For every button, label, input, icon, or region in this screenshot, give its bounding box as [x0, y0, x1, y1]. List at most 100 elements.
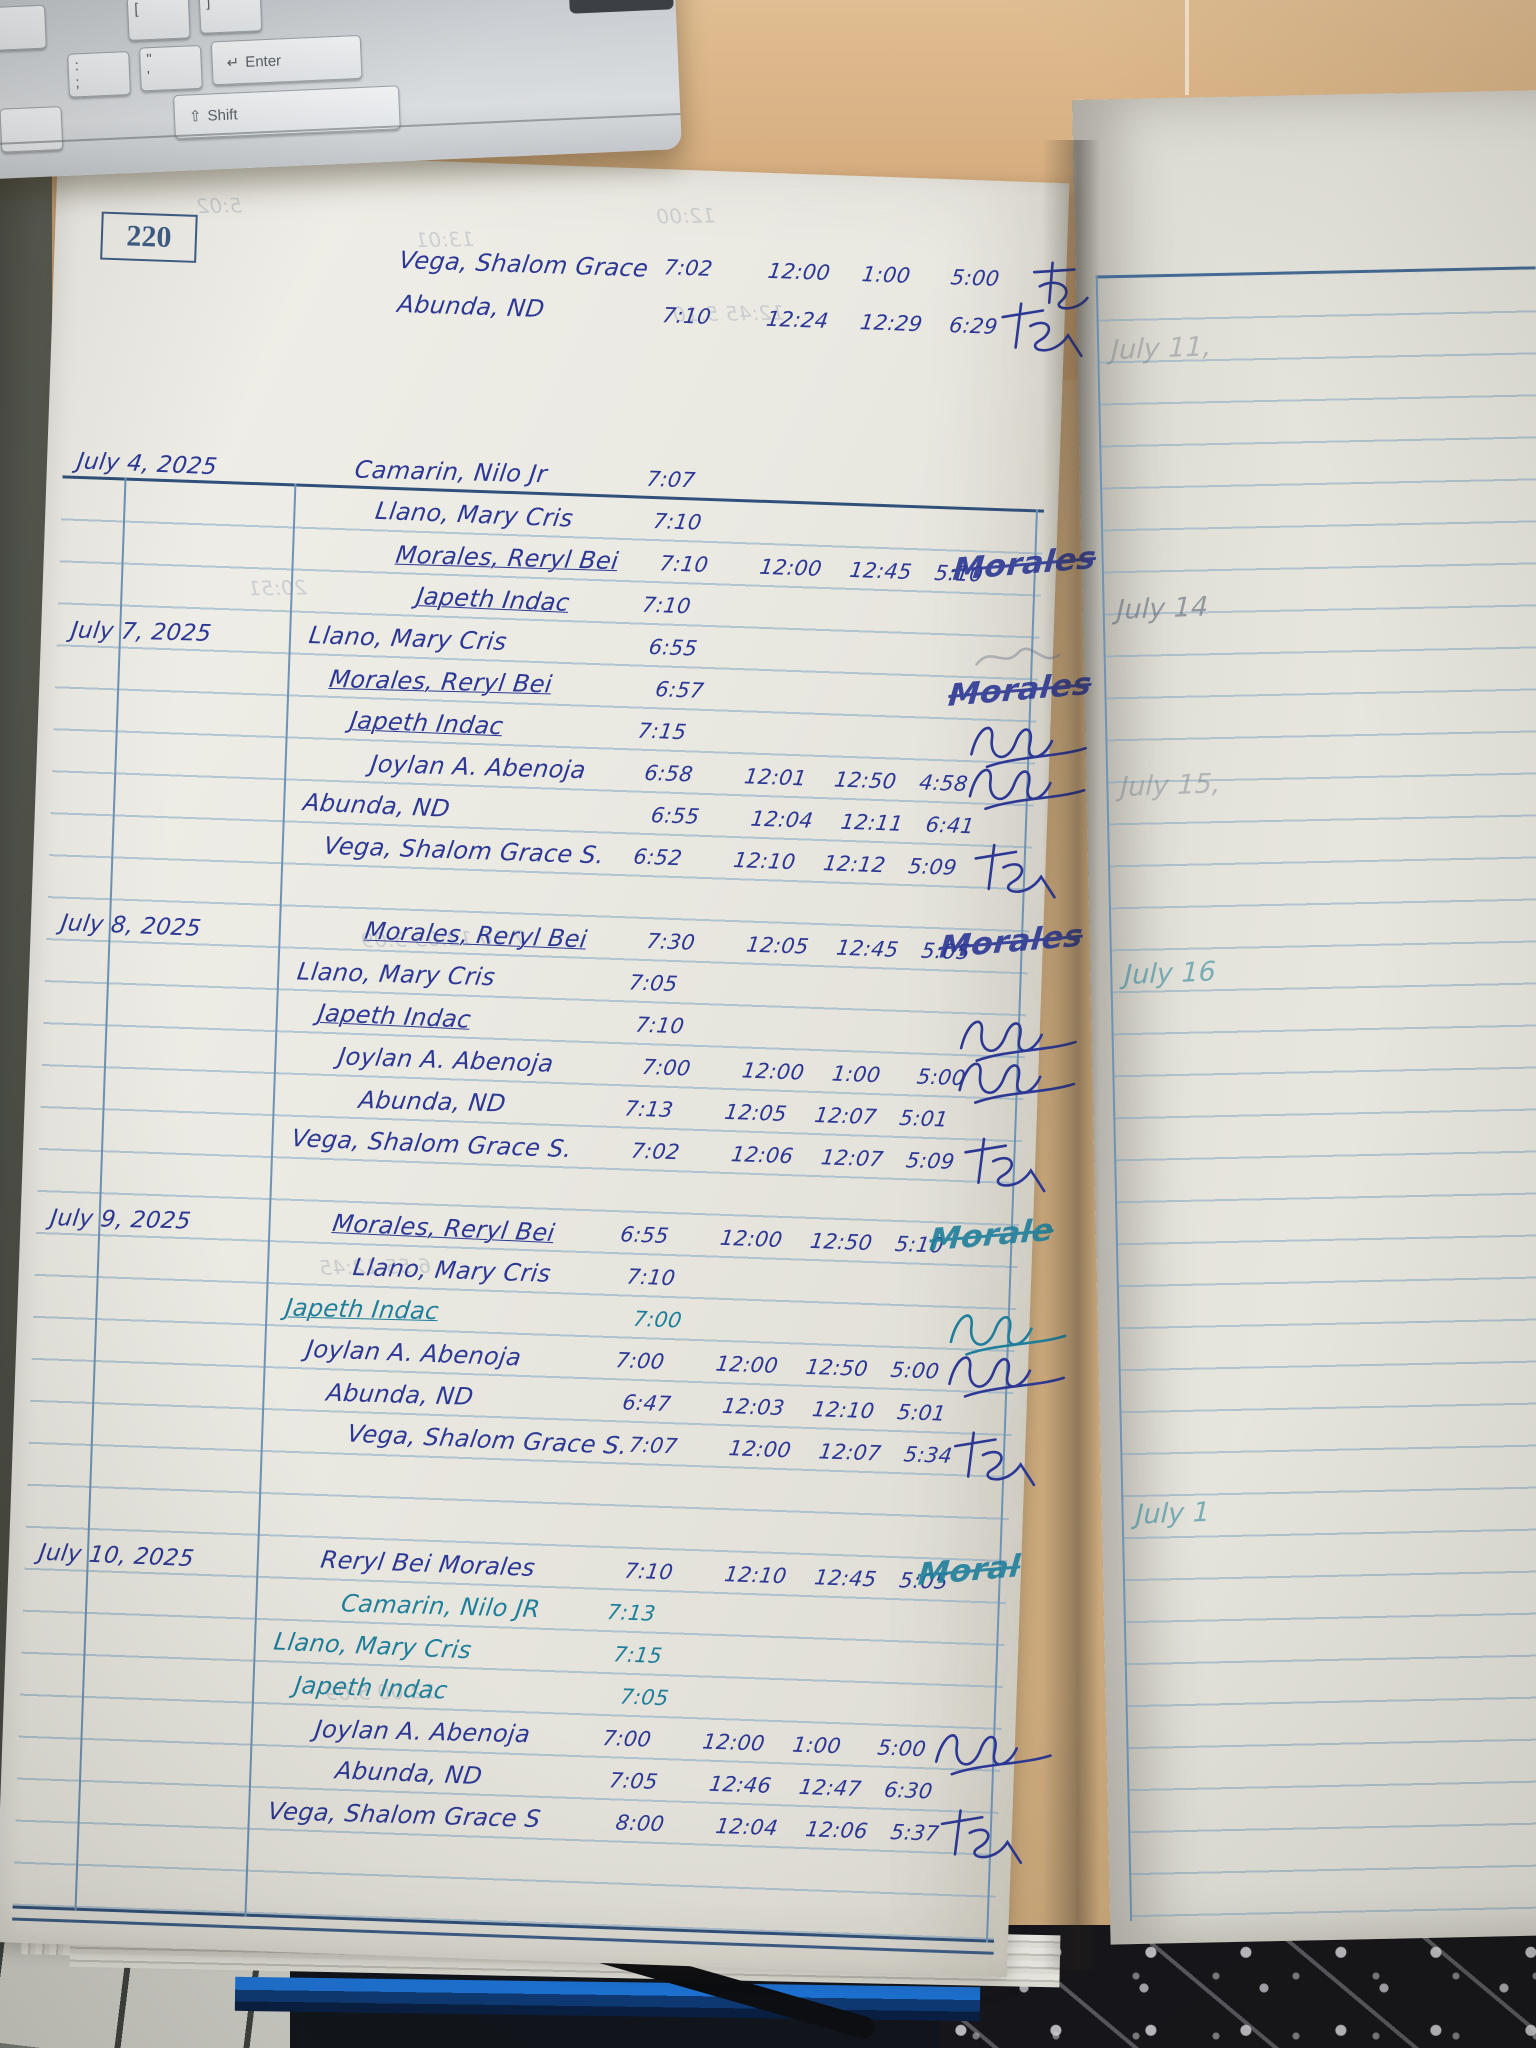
time-in: 7:10	[651, 509, 704, 535]
asterisk-key: *	[0, 4, 47, 52]
signature-scribble	[964, 1137, 1046, 1193]
right-bracket-key: ]	[198, 0, 263, 34]
time-in: 6:57	[653, 677, 706, 703]
ink-transfer-ghost-text: 12:00	[655, 203, 716, 229]
laptop-hinge-slot	[567, 0, 674, 14]
time-in: 7:02	[629, 1138, 682, 1165]
time-in: 7:02	[662, 255, 715, 281]
break-in: 12:12	[821, 851, 888, 878]
break-out: 12:00	[766, 258, 832, 285]
break-out: 12:00	[740, 1058, 806, 1085]
signature-scribble	[953, 1431, 1036, 1487]
break-out: 12:00	[714, 1351, 780, 1378]
time-out: 5:01	[897, 1106, 950, 1132]
break-in: 12:50	[808, 1228, 874, 1256]
next-notebook-page: July 11, July 14 July 15, July 16 July 1	[1072, 90, 1536, 1945]
time-in: 7:15	[612, 1642, 664, 1668]
attendee-name: Llano, Mary Cris	[373, 496, 575, 533]
attendee-name: Joylan A. Abenoja	[313, 1715, 532, 1749]
laptop-keyboard: * [ ] : ; " ' ↵ Enter ⇧ Shift	[0, 0, 682, 180]
signature-scribble	[940, 1809, 1023, 1864]
break-out: 12:05	[723, 1099, 789, 1126]
attendee-name: Abunda, ND	[357, 1085, 508, 1118]
break-out: 12:00	[701, 1729, 767, 1756]
shift-arrow-icon: ⇧	[188, 107, 202, 126]
time-in: 6:55	[649, 803, 702, 829]
time-in: 7:00	[631, 1306, 684, 1333]
time-in: 7:15	[636, 718, 689, 745]
break-in: 12:10	[810, 1397, 877, 1424]
break-out: 12:10	[722, 1562, 789, 1589]
time-in: 6:55	[618, 1222, 671, 1248]
quote-key: " '	[138, 44, 203, 92]
attendee-name: Llano, Mary Cris	[295, 957, 497, 992]
key-label: ;	[75, 74, 80, 92]
break-out: 12:10	[731, 848, 798, 875]
time-out: 5:00	[875, 1735, 928, 1762]
break-out: 12:05	[744, 932, 811, 959]
enter-arrow-icon: ↵	[226, 54, 240, 72]
time-in: 7:10	[625, 1264, 677, 1291]
break-out: 12:46	[707, 1771, 773, 1798]
break-out: 12:04	[714, 1814, 780, 1841]
attendance-row: Japeth Indac 7:10	[27, 989, 1077, 1066]
attendee-name: Japeth Indac	[315, 998, 473, 1034]
time-in: 7:07	[627, 1432, 680, 1459]
attendee-name: Llano, Mary Cris	[307, 621, 509, 656]
left-bracket-key: [	[126, 0, 191, 42]
attendee-name: Morales, Reryl Bei	[327, 665, 554, 699]
break-out: 12:00	[718, 1225, 785, 1252]
break-out: 12:04	[749, 806, 815, 833]
break-in: 12:07	[819, 1145, 885, 1172]
attendance-row: Joylan A. Abenoja 6:58 12:01 12:50 4:58	[36, 738, 1086, 815]
time-out: 6:30	[882, 1777, 935, 1804]
attendee-name: Joylan A. Abenoja	[368, 749, 588, 785]
time-out: 5:09	[906, 854, 959, 880]
break-out: 12:03	[720, 1394, 787, 1421]
attendance-row: Joylan A. Abenoja 7:00 12:00 12:50 5:00	[15, 1325, 1065, 1402]
attendance-row: Vega, Shalom Grace S. 7:02 12:06 12:07 5:09	[23, 1115, 1046, 1193]
attendance-row: Joylan A. Abenoja 7:00 12:00 1:00 5:00	[26, 1031, 1076, 1108]
signature-scribble	[974, 843, 1056, 899]
attendee-name: Japeth Indac	[292, 1671, 450, 1705]
time-in: 7:10	[660, 303, 713, 329]
signature-scribble	[968, 768, 1086, 811]
attendance-row: Vega, Shalom Grace S 8:00 12:04 12:06 5:37	[0, 1787, 1023, 1864]
ink-transfer-ghost-text: 5:02	[195, 193, 243, 219]
time-in: 7:10	[640, 592, 693, 619]
time-in: 7:05	[607, 1768, 660, 1794]
key-label: "	[146, 51, 153, 69]
break-in: 12:29	[858, 310, 925, 337]
time-out: 6:41	[924, 812, 976, 839]
signature: Moral	[916, 1548, 1022, 1593]
desk-edge-highlight	[1185, 0, 1189, 95]
time-in: 6:55	[647, 634, 699, 661]
attendee-name: Japeth Indac	[414, 582, 572, 617]
key-label: Shift	[207, 105, 238, 125]
break-in: 12:50	[832, 767, 899, 794]
break-in: 12:45	[848, 557, 914, 585]
break-in: 12:47	[797, 1774, 863, 1801]
time-in: 7:00	[601, 1726, 653, 1752]
key-label: Enter	[244, 51, 282, 71]
time-out: 5:09	[904, 1148, 957, 1174]
time-in: 7:00	[614, 1348, 667, 1374]
time-in: 6:58	[642, 760, 695, 787]
time-in: 7:10	[634, 1012, 686, 1039]
attendance-row: Vega, Shalom Grace 7:02 12:00 1:00 5:00	[54, 234, 1089, 311]
break-in: 1:00	[830, 1061, 883, 1088]
signature-scribble	[1001, 302, 1083, 358]
break-in: 12:06	[804, 1817, 870, 1844]
key-label: [	[133, 0, 139, 18]
attendee-name: Camarin, Nilo JR	[339, 1589, 542, 1624]
time-out: 4:58	[917, 770, 970, 797]
break-in: 12:07	[817, 1439, 883, 1466]
attendance-row: Japeth Indac 7:00	[17, 1283, 1067, 1360]
break-in: 12:50	[804, 1354, 870, 1381]
break-in: 1:00	[860, 262, 913, 288]
signature-scribble	[949, 1314, 1067, 1356]
signature-scribble	[959, 1020, 1077, 1062]
break-in: 12:45	[834, 935, 901, 962]
attendance-row: Abunda, ND 7:10 12:24 12:29 6:29	[52, 278, 1083, 358]
break-in: 1:00	[791, 1732, 843, 1759]
